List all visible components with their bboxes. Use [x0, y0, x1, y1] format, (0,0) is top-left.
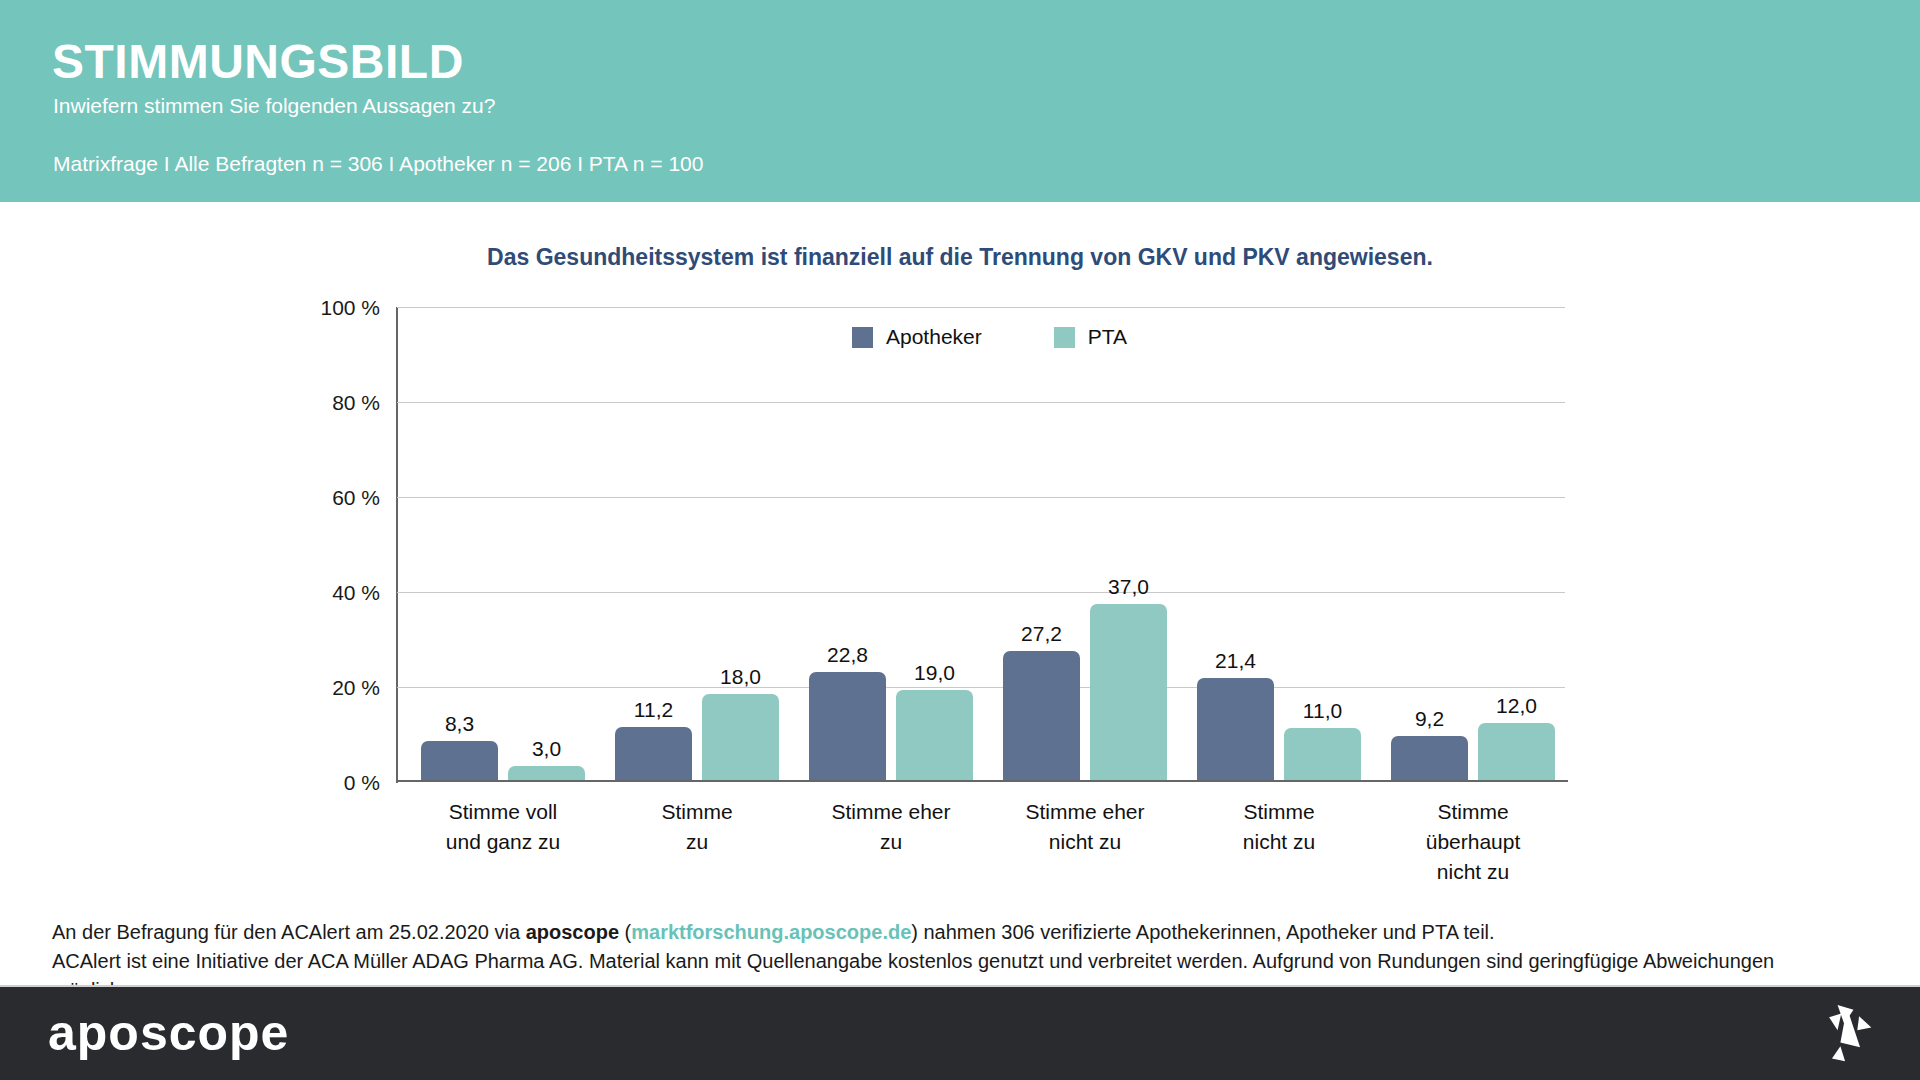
legend-swatch-apotheker: [852, 327, 873, 348]
brand-name: aposcope: [526, 921, 619, 943]
footnote-text: ) nahmen 306 verifizierte Apothekerinnen…: [911, 921, 1494, 943]
gridline: [397, 497, 1565, 498]
gridline: [397, 307, 1565, 308]
bar-pta-3: 37,0: [1090, 604, 1167, 780]
x-axis-label-line: nicht zu: [988, 827, 1182, 857]
bar-pta-0: 3,0: [508, 766, 585, 780]
x-axis-label-line: Stimme: [1182, 797, 1376, 827]
x-axis-line: [396, 780, 1568, 782]
bar-value-label: 19,0: [856, 661, 1013, 685]
gridline: [397, 687, 1565, 688]
legend-swatch-pta: [1054, 327, 1075, 348]
bar-value-label: 21,4: [1157, 649, 1314, 673]
x-axis-label-line: Stimme eher: [794, 797, 988, 827]
x-axis-label-line: nicht zu: [1182, 827, 1376, 857]
y-tick-label: 100 %: [262, 295, 380, 320]
bar-chart: Apotheker PTA 100 %80 %60 %40 %20 %0 %8,…: [397, 307, 1565, 782]
bar-value-label: 37,0: [1050, 575, 1207, 599]
legend-item-pta: PTA: [1054, 325, 1127, 349]
x-axis-label-0: Stimme vollund ganz zu: [406, 797, 600, 857]
x-axis-label-line: nicht zu: [1376, 857, 1570, 887]
bar-value-label: 8,3: [381, 712, 538, 736]
bar-pta-4: 11,0: [1284, 728, 1361, 780]
footnote-line-1: An der Befragung für den ACAlert am 25.0…: [52, 918, 1852, 947]
bar-apotheker-3: 27,2: [1003, 651, 1080, 780]
bar-apotheker-1: 11,2: [615, 727, 692, 780]
gridline: [397, 402, 1565, 403]
bar-value-label: 3,0: [468, 737, 625, 761]
footnote-text: (: [619, 921, 631, 943]
footer-bar: aposcope: [0, 985, 1920, 1080]
y-tick-label: 60 %: [262, 485, 380, 510]
header-banner: STIMMUNGSBILD Inwiefern stimmen Sie folg…: [0, 0, 1920, 202]
y-tick-label: 80 %: [262, 390, 380, 415]
bar-pta-1: 18,0: [702, 694, 779, 780]
sample-info: Matrixfrage I Alle Befragten n = 306 I A…: [53, 151, 703, 176]
chart-title: Das Gesundheitssystem ist finanziell auf…: [0, 244, 1920, 271]
y-tick-label: 40 %: [262, 580, 380, 605]
x-axis-label-line: zu: [794, 827, 988, 857]
bar-value-label: 12,0: [1438, 694, 1595, 718]
x-axis-label-line: Stimme eher: [988, 797, 1182, 827]
bar-pta-5: 12,0: [1478, 723, 1555, 780]
x-axis-label-3: Stimme ehernicht zu: [988, 797, 1182, 857]
x-axis-label-line: Stimme: [1376, 797, 1570, 827]
page-title: STIMMUNGSBILD: [52, 38, 464, 86]
legend-item-apotheker: Apotheker: [852, 325, 982, 349]
x-axis-label-line: Stimme: [600, 797, 794, 827]
legend-label-pta: PTA: [1088, 325, 1127, 349]
x-axis-label-line: überhaupt: [1376, 827, 1570, 857]
footnote-text: An der Befragung für den ACAlert am 25.0…: [52, 921, 526, 943]
slide: { "header": { "title": "STIMMUNGSBILD", …: [0, 0, 1920, 1080]
gridline: [397, 592, 1565, 593]
x-axis-label-2: Stimme eherzu: [794, 797, 988, 857]
aposcope-logo: aposcope: [48, 1008, 289, 1058]
legend-label-apotheker: Apotheker: [886, 325, 982, 349]
page-subtitle: Inwiefern stimmen Sie folgenden Aussagen…: [53, 93, 495, 118]
bar-apotheker-5: 9,2: [1391, 736, 1468, 780]
x-axis-label-5: Stimmeüberhauptnicht zu: [1376, 797, 1570, 887]
x-axis-label-line: und ganz zu: [406, 827, 600, 857]
bar-value-label: 18,0: [662, 665, 819, 689]
origami-bird-icon: [1816, 1002, 1876, 1066]
x-axis-label-4: Stimmenicht zu: [1182, 797, 1376, 857]
x-axis-label-1: Stimmezu: [600, 797, 794, 857]
bar-apotheker-4: 21,4: [1197, 678, 1274, 780]
y-tick-label: 20 %: [262, 675, 380, 700]
bar-pta-2: 19,0: [896, 690, 973, 780]
y-tick-label: 0 %: [262, 770, 380, 795]
x-axis-label-line: zu: [600, 827, 794, 857]
x-axis-label-line: Stimme voll: [406, 797, 600, 827]
bar-apotheker-2: 22,8: [809, 672, 886, 780]
aposcope-link[interactable]: marktforschung.aposcope.de: [631, 921, 911, 943]
chart-legend: Apotheker PTA: [852, 325, 1127, 349]
